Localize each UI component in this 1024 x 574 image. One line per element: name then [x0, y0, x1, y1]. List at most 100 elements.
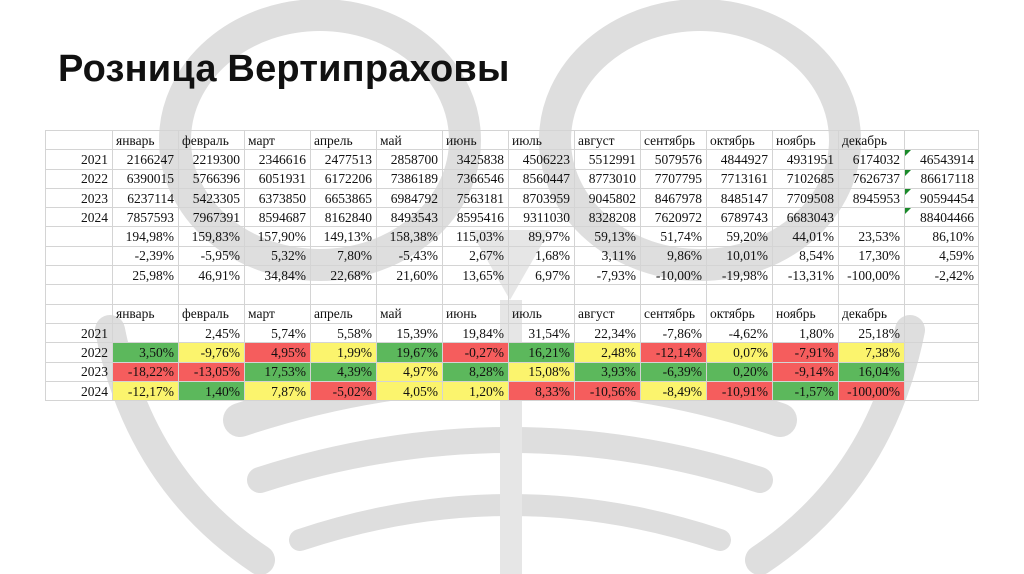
- sales-value: 2219300: [178, 149, 245, 170]
- month-header: декабрь: [838, 129, 905, 151]
- empty-cell: [310, 284, 377, 305]
- growth-value: 4,97%: [376, 361, 443, 382]
- empty-cell: [904, 284, 979, 305]
- growth-value: 1,20%: [442, 380, 509, 402]
- ratio-value: 8,54%: [772, 245, 839, 267]
- ratio-value: 59,20%: [706, 226, 773, 247]
- growth-value: 5,74%: [244, 322, 311, 344]
- empty-cell: [838, 284, 905, 305]
- empty-cell: [904, 380, 979, 402]
- month-header: февраль: [178, 129, 245, 151]
- year-label: 2024: [45, 207, 113, 228]
- month-header: февраль: [178, 303, 245, 324]
- sales-value: 6237114: [112, 187, 179, 209]
- sales-value: 3425838: [442, 149, 509, 170]
- sales-value: 6653865: [310, 187, 377, 209]
- growth-value: [112, 322, 179, 344]
- ratio-value: 3,11%: [574, 245, 641, 267]
- empty-cell: [706, 284, 773, 305]
- year-label: 2022: [45, 168, 113, 189]
- growth-value: 0,20%: [706, 361, 773, 382]
- growth-value: 15,39%: [376, 322, 443, 344]
- month-header: январь: [112, 129, 179, 151]
- year-label: 2021: [45, 322, 113, 344]
- growth-value: 8,28%: [442, 361, 509, 382]
- ratio-value: 7,80%: [310, 245, 377, 267]
- ratio-row: 25,98% 46,91% 34,84% 22,68% 21,60% 13,65% 6,97…: [45, 265, 979, 286]
- ratio-value: 34,84%: [244, 265, 311, 286]
- ratio-value: 89,97%: [508, 226, 575, 247]
- empty-cell: [244, 284, 311, 305]
- sales-row: 2024 7857593 7967391 8594687 8162840 8493543 8…: [45, 207, 979, 228]
- growth-value: 2,45%: [178, 322, 245, 344]
- empty-cell: [640, 284, 707, 305]
- sales-value: 2858700: [376, 149, 443, 170]
- ratio-value: -5,95%: [178, 245, 245, 267]
- ratio-value: 9,86%: [640, 245, 707, 267]
- growth-value: 16,21%: [508, 342, 575, 363]
- sales-value: 8162840: [310, 207, 377, 228]
- month-header: июль: [508, 129, 575, 151]
- growth-value: 17,53%: [244, 361, 311, 382]
- sales-value: 5766396: [178, 168, 245, 189]
- ratio-value: 23,53%: [838, 226, 905, 247]
- ratio-value: 17,30%: [838, 245, 905, 267]
- sales-row: 2023 6237114 5423305 6373850 6653865 6984792 7…: [45, 187, 979, 209]
- ratio-value: 115,03%: [442, 226, 509, 247]
- ratio-value: 21,60%: [376, 265, 443, 286]
- growth-value: 2,48%: [574, 342, 641, 363]
- month-header-row: январь февраль март апрель май июнь июль август…: [45, 129, 979, 151]
- growth-value: -100,00%: [838, 380, 905, 402]
- month-header: май: [376, 303, 443, 324]
- ratio-value: -2,39%: [112, 245, 179, 267]
- sales-value: 7386189: [376, 168, 443, 189]
- ratio-total: 86,10%: [904, 226, 979, 247]
- growth-value: 3,93%: [574, 361, 641, 382]
- month-header: апрель: [310, 129, 377, 151]
- empty-cell: [508, 284, 575, 305]
- ratio-value: -19,98%: [706, 265, 773, 286]
- sales-value: 7857593: [112, 207, 179, 228]
- empty-cell: [45, 265, 113, 286]
- growth-value: -18,22%: [112, 361, 179, 382]
- growth-value: -0,27%: [442, 342, 509, 363]
- month-header: июль: [508, 303, 575, 324]
- growth-value: -1,57%: [772, 380, 839, 402]
- growth-value: 15,08%: [508, 361, 575, 382]
- month-header: август: [574, 303, 641, 324]
- empty-cell: [45, 284, 113, 305]
- ratio-value: 149,13%: [310, 226, 377, 247]
- sales-value: 5512991: [574, 149, 641, 170]
- empty-cell: [442, 284, 509, 305]
- sales-value: 7620972: [640, 207, 707, 228]
- growth-value: 7,38%: [838, 342, 905, 363]
- ratio-value: 44,01%: [772, 226, 839, 247]
- month-header: ноябрь: [772, 303, 839, 324]
- sales-value: 8703959: [508, 187, 575, 209]
- growth-value: 8,33%: [508, 380, 575, 402]
- empty-cell: [904, 303, 979, 324]
- ratio-value: 159,83%: [178, 226, 245, 247]
- sales-value: [838, 207, 905, 228]
- month-header: март: [244, 303, 311, 324]
- sales-value: 8773010: [574, 168, 641, 189]
- growth-row: 2023 -18,22% -13,05% 17,53% 4,39% 4,97% 8,28% 1…: [45, 361, 979, 382]
- ratio-total: -2,42%: [904, 265, 979, 286]
- sales-value: 7967391: [178, 207, 245, 228]
- month-header: апрель: [310, 303, 377, 324]
- ratio-total: 4,59%: [904, 245, 979, 267]
- growth-value: -9,76%: [178, 342, 245, 363]
- sales-value: 6051931: [244, 168, 311, 189]
- ratio-value: -10,00%: [640, 265, 707, 286]
- ratio-row: -2,39% -5,95% 5,32% 7,80% -5,43% 2,67% 1,68% 3,…: [45, 245, 979, 267]
- ratio-row: 194,98% 159,83% 157,90% 149,13% 158,38% 115,0…: [45, 226, 979, 247]
- growth-value: 1,40%: [178, 380, 245, 402]
- growth-value: 7,87%: [244, 380, 311, 402]
- growth-value: -6,39%: [640, 361, 707, 382]
- month-header: сентябрь: [640, 303, 707, 324]
- sales-row: 2022 6390015 5766396 6051931 6172206 7386189 7…: [45, 168, 979, 189]
- ratio-value: 6,97%: [508, 265, 575, 286]
- empty-cell: [178, 284, 245, 305]
- growth-value: 4,39%: [310, 361, 377, 382]
- sales-value: 6683043: [772, 207, 839, 228]
